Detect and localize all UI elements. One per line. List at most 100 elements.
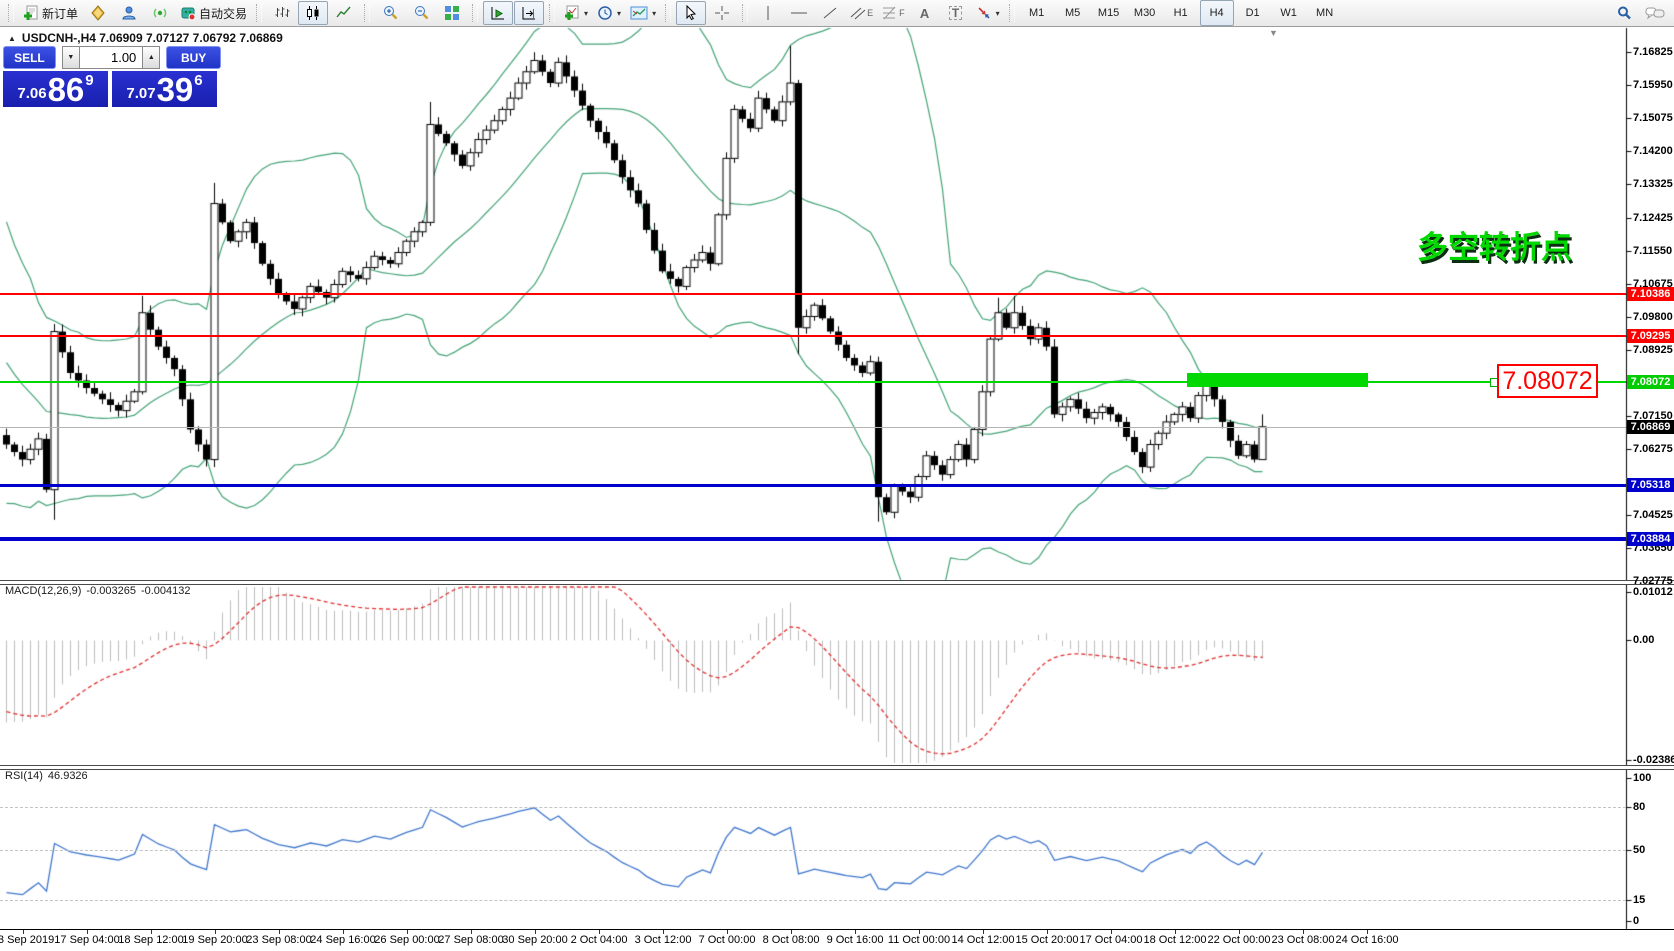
- crosshair-button[interactable]: [707, 1, 737, 25]
- resistance-line-1[interactable]: [0, 293, 1626, 295]
- period-m15-button[interactable]: M15: [1097, 7, 1120, 19]
- fibonacci-tool-button[interactable]: F: [878, 1, 909, 25]
- metaeditor-button[interactable]: [83, 1, 113, 25]
- sell-price-box[interactable]: 7.06 86 9: [3, 71, 108, 107]
- rsi-label: RSI(14): [5, 770, 43, 782]
- axis-tick-label: 50: [1633, 844, 1646, 856]
- macd-value-main: -0.003265: [86, 585, 136, 597]
- chat-button[interactable]: [1640, 1, 1670, 25]
- trendline-tool-button[interactable]: [815, 1, 845, 25]
- sell-price-big: 86: [47, 71, 85, 108]
- support-line-1[interactable]: [0, 484, 1626, 487]
- horizontal-line-icon: [790, 5, 808, 21]
- bar-chart-icon: [274, 5, 290, 21]
- time-axis-tick: [23, 930, 24, 934]
- community-button[interactable]: [114, 1, 144, 25]
- resistance-line-2[interactable]: [0, 335, 1626, 337]
- support-line-2[interactable]: [0, 537, 1626, 541]
- zoom-out-button[interactable]: [406, 1, 436, 25]
- price-level-label[interactable]: 7.08072: [1497, 364, 1598, 398]
- new-order-icon: [23, 5, 39, 21]
- line-chart-button[interactable]: [329, 1, 359, 25]
- collapse-panel-arrow-icon[interactable]: ▲: [8, 33, 16, 43]
- line-chart-icon: [336, 5, 352, 21]
- buy-price-box[interactable]: 7.07 39 6: [112, 71, 217, 107]
- volume-input[interactable]: 1.00: [79, 46, 143, 69]
- volume-decrease-button[interactable]: ▼: [61, 46, 80, 69]
- rsi-value: 46.9326: [47, 770, 88, 782]
- cursor-icon: [683, 5, 699, 21]
- candlestick-chart-button[interactable]: [298, 1, 329, 25]
- time-axis-tick: [1303, 930, 1304, 934]
- axis-tick-label: 7.02775: [1633, 575, 1673, 587]
- chart-shift-button[interactable]: [514, 1, 545, 25]
- period-m1-button[interactable]: M1: [1028, 7, 1045, 19]
- template-icon: [630, 5, 648, 21]
- auto-scroll-button[interactable]: [483, 1, 514, 25]
- time-axis-label: 22 Oct 00:00: [1207, 934, 1271, 946]
- pane-separator[interactable]: [0, 580, 1674, 585]
- current-price-line: [0, 427, 1626, 428]
- pane-separator[interactable]: [0, 765, 1674, 770]
- annotation-text[interactable]: 多空转折点: [1417, 230, 1572, 265]
- time-axis-tick: [215, 930, 216, 934]
- axis-tick-label: 7.09800: [1633, 311, 1673, 323]
- period-mn-button[interactable]: MN: [1316, 7, 1334, 19]
- macd-label-row: MACD(12,26,9) -0.003265 -0.004132: [5, 585, 191, 597]
- period-m5-button[interactable]: M5: [1064, 7, 1081, 19]
- sell-button[interactable]: SELL: [3, 46, 56, 69]
- price-badge: 7.05318: [1627, 478, 1674, 492]
- signals-button[interactable]: [145, 1, 175, 25]
- rsi-level-line: [0, 807, 1626, 808]
- time-axis-label: 23 Oct 08:00: [1271, 934, 1335, 946]
- time-axis-border: [0, 929, 1674, 930]
- dropdown-arrow-icon[interactable]: ▾: [584, 8, 589, 18]
- templates-button[interactable]: ▾: [626, 1, 660, 25]
- period-h4-button[interactable]: H4: [1199, 0, 1234, 26]
- dropdown-arrow-icon[interactable]: ▾: [652, 8, 657, 18]
- price-badge: 7.06869: [1627, 420, 1674, 434]
- autotrading-button[interactable]: 自动交易: [176, 1, 251, 25]
- axis-tick-label: 7.07150: [1633, 410, 1673, 422]
- indicators-button[interactable]: ▾: [560, 1, 592, 25]
- buy-button[interactable]: BUY: [166, 46, 221, 69]
- axis-tick-label: 7.13325: [1633, 178, 1673, 190]
- arrows-tool-button[interactable]: ▾: [972, 1, 1004, 25]
- time-axis-label: 17 Oct 04:00: [1079, 934, 1143, 946]
- channel-tool-button[interactable]: E: [846, 1, 877, 25]
- highlight-zone[interactable]: [1187, 373, 1368, 387]
- period-m30-button[interactable]: M30: [1133, 7, 1156, 19]
- time-axis-tick: [535, 930, 536, 934]
- pivot-line-7-08072[interactable]: [0, 381, 1626, 383]
- period-d1-button[interactable]: D1: [1245, 7, 1260, 19]
- label-tool-button[interactable]: T: [941, 1, 971, 25]
- zoom-in-button[interactable]: [375, 1, 405, 25]
- period-h1-button[interactable]: H1: [1173, 7, 1188, 19]
- signal-icon: [152, 5, 168, 21]
- periods-button[interactable]: ▾: [593, 1, 625, 25]
- time-axis-tick: [1367, 930, 1368, 934]
- horizontal-line-tool-button[interactable]: [784, 1, 814, 25]
- chart-title-bar: ▲ USDCNH-,H4 7.06909 7.07127 7.06792 7.0…: [8, 31, 283, 45]
- new-order-button[interactable]: 新订单: [19, 1, 82, 25]
- cursor-button[interactable]: [676, 1, 707, 25]
- vertical-line-tool-button[interactable]: [753, 1, 783, 25]
- dropdown-arrow-icon[interactable]: ▾: [617, 8, 622, 18]
- axis-tick-label: 80: [1633, 801, 1646, 813]
- tile-windows-button[interactable]: [437, 1, 467, 25]
- time-axis-label: 13 Sep 2019: [0, 934, 55, 946]
- axis-tick-label: 7.12425: [1633, 212, 1673, 224]
- time-axis-label: 15 Oct 20:00: [1015, 934, 1079, 946]
- chart-shift-marker-icon[interactable]: ▼: [1269, 28, 1278, 38]
- time-axis-label: 14 Oct 12:00: [951, 934, 1015, 946]
- dropdown-arrow-icon[interactable]: ▾: [995, 8, 1000, 18]
- period-w1-button[interactable]: W1: [1280, 7, 1297, 19]
- bar-chart-button[interactable]: [267, 1, 297, 25]
- time-axis-label: 9 Oct 16:00: [826, 934, 884, 946]
- search-button[interactable]: [1609, 1, 1639, 25]
- volume-increase-button[interactable]: ▲: [142, 46, 161, 69]
- autotrading-label: 自动交易: [199, 6, 248, 21]
- text-tool-button[interactable]: A: [910, 1, 940, 25]
- time-axis-tick: [791, 930, 792, 934]
